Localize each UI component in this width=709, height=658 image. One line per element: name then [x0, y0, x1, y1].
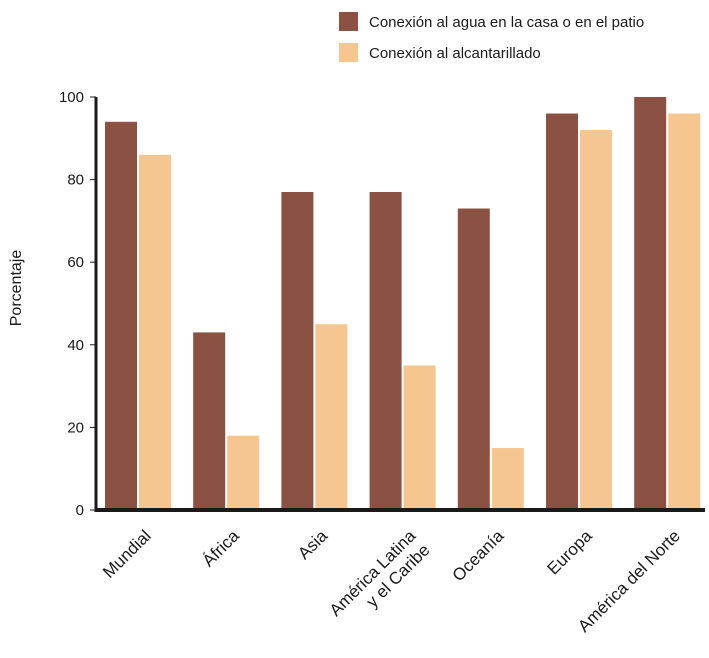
y-tick-label: 60 — [67, 254, 84, 271]
bar-sewer-3 — [403, 365, 436, 510]
legend: Conexión al agua en la casa o en el pati… — [339, 12, 644, 62]
category-label: América Latinay el Caribe — [326, 526, 434, 634]
legend-swatch — [339, 43, 358, 62]
category-label-line: Europa — [544, 526, 597, 579]
bar-water-3 — [369, 191, 402, 511]
bar-water-4 — [457, 208, 490, 510]
y-tick-label: 0 — [76, 502, 84, 519]
category-label: Asia — [294, 526, 331, 563]
category-label-line: Asia — [294, 526, 331, 563]
bar-water-2 — [281, 191, 314, 511]
bar-sewer-5 — [580, 130, 612, 511]
y-tick-labels: 0 20 40 60 80 100 — [59, 89, 84, 519]
category-label-line: África — [199, 526, 244, 571]
bar-water-0 — [105, 121, 137, 510]
category-label: Europa — [544, 526, 597, 579]
bar-water-1 — [193, 332, 226, 510]
legend-label: Conexión al alcantarillado — [369, 45, 541, 62]
category-label: Mundial — [99, 526, 155, 582]
legend-label: Conexión al agua en la casa o en el pati… — [369, 14, 644, 31]
y-axis-title: Porcentaje — [8, 250, 25, 327]
bar-sewer-2 — [315, 324, 348, 510]
legend-swatch — [339, 12, 358, 31]
category-label-line: Oceanía — [449, 526, 508, 585]
category-label: Oceanía — [449, 526, 508, 585]
bars — [105, 97, 701, 511]
category-label: África — [199, 526, 244, 571]
bar-water-5 — [546, 113, 578, 511]
bar-sewer-6 — [668, 113, 701, 511]
bar-water-6 — [634, 97, 667, 510]
bar-sewer-0 — [139, 154, 171, 510]
y-tick-label: 20 — [67, 419, 84, 436]
category-label-line: Mundial — [99, 526, 155, 582]
y-tick-label: 80 — [67, 172, 84, 189]
axes — [90, 96, 705, 512]
bar-sewer-1 — [227, 435, 260, 510]
y-tick-label: 100 — [59, 89, 84, 106]
y-tick-label: 40 — [67, 337, 84, 354]
bar-sewer-4 — [491, 448, 524, 510]
